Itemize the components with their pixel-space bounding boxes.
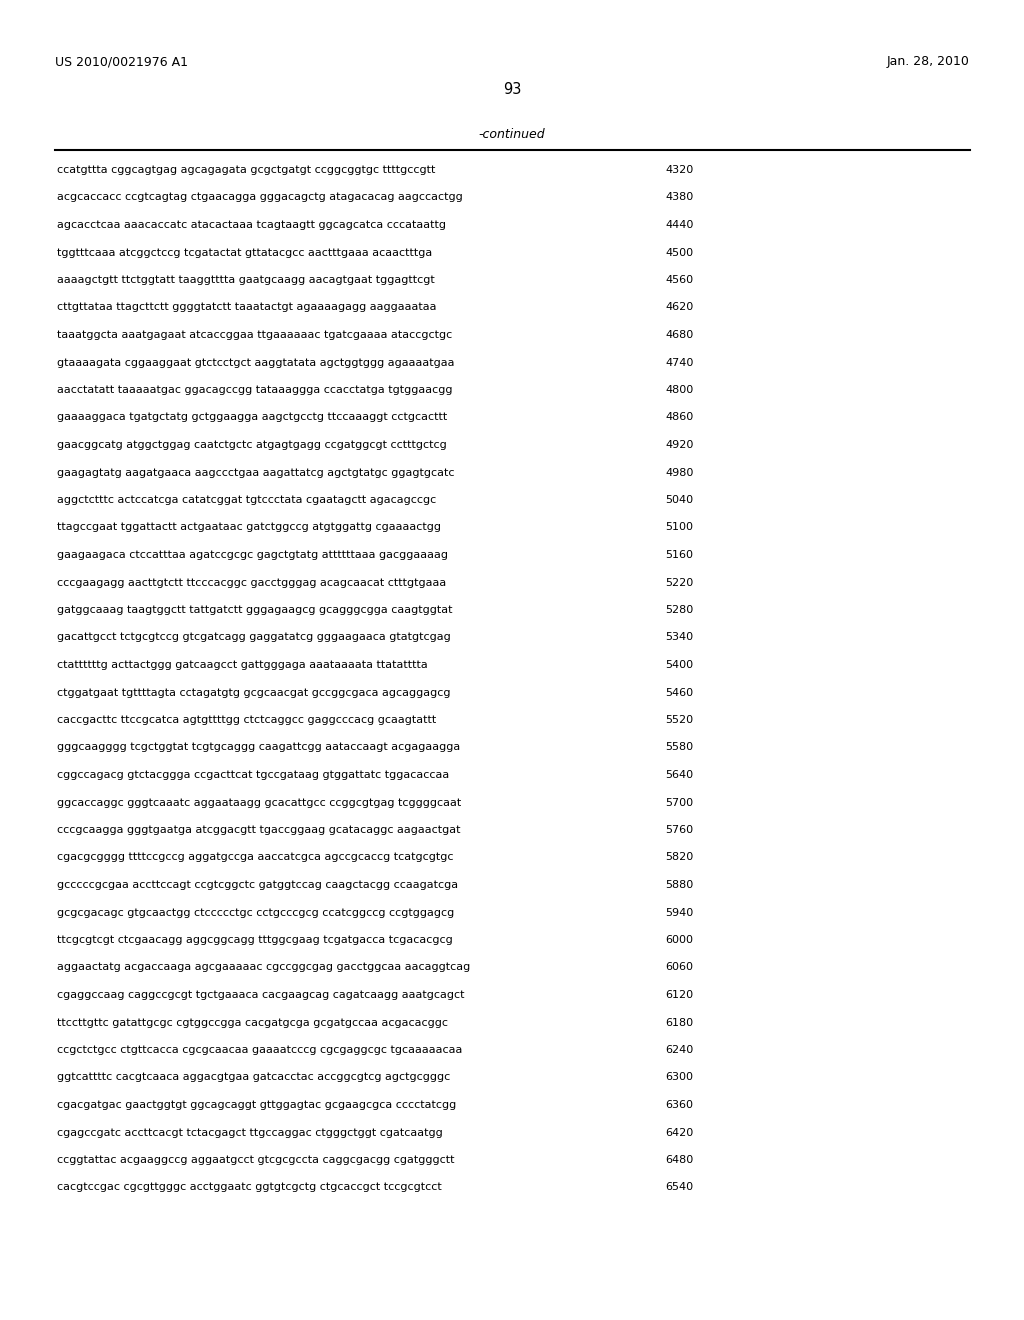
Text: 5520: 5520 — [665, 715, 693, 725]
Text: cggccagacg gtctacggga ccgacttcat tgccgataag gtggattatc tggacaccaa: cggccagacg gtctacggga ccgacttcat tgccgat… — [57, 770, 450, 780]
Text: Jan. 28, 2010: Jan. 28, 2010 — [887, 55, 970, 69]
Text: tggtttcaaa atcggctccg tcgatactat gttatacgcc aactttgaaa acaactttga: tggtttcaaa atcggctccg tcgatactat gttatac… — [57, 248, 432, 257]
Text: cgaggccaag caggccgcgt tgctgaaaca cacgaagcag cagatcaagg aaatgcagct: cgaggccaag caggccgcgt tgctgaaaca cacgaag… — [57, 990, 465, 1001]
Text: cgagccgatc accttcacgt tctacgagct ttgccaggac ctgggctggt cgatcaatgg: cgagccgatc accttcacgt tctacgagct ttgccag… — [57, 1127, 442, 1138]
Text: 5940: 5940 — [665, 908, 693, 917]
Text: ccatgttta cggcagtgag agcagagata gcgctgatgt ccggcggtgc ttttgccgtt: ccatgttta cggcagtgag agcagagata gcgctgat… — [57, 165, 435, 176]
Text: US 2010/0021976 A1: US 2010/0021976 A1 — [55, 55, 188, 69]
Text: gtaaaagata cggaaggaat gtctcctgct aaggtatata agctggtggg agaaaatgaa: gtaaaagata cggaaggaat gtctcctgct aaggtat… — [57, 358, 455, 367]
Text: ttccttgttc gatattgcgc cgtggccgga cacgatgcga gcgatgccaa acgacacggc: ttccttgttc gatattgcgc cgtggccgga cacgatg… — [57, 1018, 449, 1027]
Text: gacattgcct tctgcgtccg gtcgatcagg gaggatatcg gggaagaaca gtatgtcgag: gacattgcct tctgcgtccg gtcgatcagg gaggata… — [57, 632, 451, 643]
Text: ttagccgaat tggattactt actgaataac gatctggccg atgtggattg cgaaaactgg: ttagccgaat tggattactt actgaataac gatctgg… — [57, 523, 441, 532]
Text: cttgttataa ttagcttctt ggggtatctt taaatactgt agaaaagagg aaggaaataa: cttgttataa ttagcttctt ggggtatctt taaatac… — [57, 302, 436, 313]
Text: 5040: 5040 — [665, 495, 693, 506]
Text: gaagaagaca ctccatttaa agatccgcgc gagctgtatg attttttaaa gacggaaaag: gaagaagaca ctccatttaa agatccgcgc gagctgt… — [57, 550, 449, 560]
Text: 4920: 4920 — [665, 440, 693, 450]
Text: agcacctcaa aaacaccatc atacactaaa tcagtaagtt ggcagcatca cccataattg: agcacctcaa aaacaccatc atacactaaa tcagtaa… — [57, 220, 446, 230]
Text: 93: 93 — [503, 82, 521, 98]
Text: gcgcgacagc gtgcaactgg ctccccctgc cctgcccgcg ccatcggccg ccgtggagcg: gcgcgacagc gtgcaactgg ctccccctgc cctgccc… — [57, 908, 455, 917]
Text: 5460: 5460 — [665, 688, 693, 697]
Text: 5640: 5640 — [665, 770, 693, 780]
Text: -continued: -continued — [478, 128, 546, 141]
Text: ccgctctgcc ctgttcacca cgcgcaacaa gaaaatcccg cgcgaggcgc tgcaaaaacaa: ccgctctgcc ctgttcacca cgcgcaacaa gaaaatc… — [57, 1045, 463, 1055]
Text: cccgaagagg aacttgtctt ttcccacggc gacctgggag acagcaacat ctttgtgaaa: cccgaagagg aacttgtctt ttcccacggc gacctgg… — [57, 578, 446, 587]
Text: 4560: 4560 — [665, 275, 693, 285]
Text: gcccccgcgaa accttccagt ccgtcggctc gatggtccag caagctacgg ccaagatcga: gcccccgcgaa accttccagt ccgtcggctc gatggt… — [57, 880, 458, 890]
Text: 6000: 6000 — [665, 935, 693, 945]
Text: aaaagctgtt ttctggtatt taaggtttta gaatgcaagg aacagtgaat tggagttcgt: aaaagctgtt ttctggtatt taaggtttta gaatgca… — [57, 275, 435, 285]
Text: 4980: 4980 — [665, 467, 693, 478]
Text: gaaaaggaca tgatgctatg gctggaagga aagctgcctg ttccaaaggt cctgcacttt: gaaaaggaca tgatgctatg gctggaagga aagctgc… — [57, 412, 447, 422]
Text: cacgtccgac cgcgttgggc acctggaatc ggtgtcgctg ctgcaccgct tccgcgtcct: cacgtccgac cgcgttgggc acctggaatc ggtgtcg… — [57, 1183, 441, 1192]
Text: 5760: 5760 — [665, 825, 693, 836]
Text: 6180: 6180 — [665, 1018, 693, 1027]
Text: 6060: 6060 — [665, 962, 693, 973]
Text: 4320: 4320 — [665, 165, 693, 176]
Text: taaatggcta aaatgagaat atcaccggaa ttgaaaaaac tgatcgaaaa ataccgctgc: taaatggcta aaatgagaat atcaccggaa ttgaaaa… — [57, 330, 453, 341]
Text: gaacggcatg atggctggag caatctgctc atgagtgagg ccgatggcgt cctttgctcg: gaacggcatg atggctggag caatctgctc atgagtg… — [57, 440, 446, 450]
Text: 4860: 4860 — [665, 412, 693, 422]
Text: 6360: 6360 — [665, 1100, 693, 1110]
Text: gatggcaaag taagtggctt tattgatctt gggagaagcg gcagggcgga caagtggtat: gatggcaaag taagtggctt tattgatctt gggagaa… — [57, 605, 453, 615]
Text: acgcaccacc ccgtcagtag ctgaacagga gggacagctg atagacacag aagccactgg: acgcaccacc ccgtcagtag ctgaacagga gggacag… — [57, 193, 463, 202]
Text: 6540: 6540 — [665, 1183, 693, 1192]
Text: ttcgcgtcgt ctcgaacagg aggcggcagg tttggcgaag tcgatgacca tcgacacgcg: ttcgcgtcgt ctcgaacagg aggcggcagg tttggcg… — [57, 935, 453, 945]
Text: 4740: 4740 — [665, 358, 693, 367]
Text: 5700: 5700 — [665, 797, 693, 808]
Text: ggtcattttc cacgtcaaca aggacgtgaa gatcacctac accggcgtcg agctgcgggc: ggtcattttc cacgtcaaca aggacgtgaa gatcacc… — [57, 1072, 451, 1082]
Text: ctattttttg acttactggg gatcaagcct gattgggaga aaataaaata ttatatttta: ctattttttg acttactggg gatcaagcct gattggg… — [57, 660, 428, 671]
Text: aggctctttc actccatcga catatcggat tgtccctata cgaatagctt agacagccgc: aggctctttc actccatcga catatcggat tgtccct… — [57, 495, 436, 506]
Text: 6480: 6480 — [665, 1155, 693, 1166]
Text: 5880: 5880 — [665, 880, 693, 890]
Text: 5340: 5340 — [665, 632, 693, 643]
Text: 5160: 5160 — [665, 550, 693, 560]
Text: gggcaagggg tcgctggtat tcgtgcaggg caagattcgg aataccaagt acgagaagga: gggcaagggg tcgctggtat tcgtgcaggg caagatt… — [57, 742, 460, 752]
Text: gaagagtatg aagatgaaca aagccctgaa aagattatcg agctgtatgc ggagtgcatc: gaagagtatg aagatgaaca aagccctgaa aagatta… — [57, 467, 455, 478]
Text: ccggtattac acgaaggccg aggaatgcct gtcgcgccta caggcgacgg cgatgggctt: ccggtattac acgaaggccg aggaatgcct gtcgcgc… — [57, 1155, 455, 1166]
Text: 5580: 5580 — [665, 742, 693, 752]
Text: 4440: 4440 — [665, 220, 693, 230]
Text: 5400: 5400 — [665, 660, 693, 671]
Text: aggaactatg acgaccaaga agcgaaaaac cgccggcgag gacctggcaa aacaggtcag: aggaactatg acgaccaaga agcgaaaaac cgccggc… — [57, 962, 470, 973]
Text: 4620: 4620 — [665, 302, 693, 313]
Text: 6240: 6240 — [665, 1045, 693, 1055]
Text: ctggatgaat tgttttagta cctagatgtg gcgcaacgat gccggcgaca agcaggagcg: ctggatgaat tgttttagta cctagatgtg gcgcaac… — [57, 688, 451, 697]
Text: 6300: 6300 — [665, 1072, 693, 1082]
Text: 5280: 5280 — [665, 605, 693, 615]
Text: 5220: 5220 — [665, 578, 693, 587]
Text: ggcaccaggc gggtcaaatc aggaataagg gcacattgcc ccggcgtgag tcggggcaat: ggcaccaggc gggtcaaatc aggaataagg gcacatt… — [57, 797, 461, 808]
Text: 4800: 4800 — [665, 385, 693, 395]
Text: 5100: 5100 — [665, 523, 693, 532]
Text: cgacgcgggg ttttccgccg aggatgccga aaccatcgca agccgcaccg tcatgcgtgc: cgacgcgggg ttttccgccg aggatgccga aaccatc… — [57, 853, 454, 862]
Text: 4380: 4380 — [665, 193, 693, 202]
Text: caccgacttc ttccgcatca agtgttttgg ctctcaggcc gaggcccacg gcaagtattt: caccgacttc ttccgcatca agtgttttgg ctctcag… — [57, 715, 436, 725]
Text: aacctatatt taaaaatgac ggacagccgg tataaaggga ccacctatga tgtggaacgg: aacctatatt taaaaatgac ggacagccgg tataaag… — [57, 385, 453, 395]
Text: 4680: 4680 — [665, 330, 693, 341]
Text: cccgcaagga gggtgaatga atcggacgtt tgaccggaag gcatacaggc aagaactgat: cccgcaagga gggtgaatga atcggacgtt tgaccgg… — [57, 825, 461, 836]
Text: cgacgatgac gaactggtgt ggcagcaggt gttggagtac gcgaagcgca cccctatcgg: cgacgatgac gaactggtgt ggcagcaggt gttggag… — [57, 1100, 457, 1110]
Text: 6420: 6420 — [665, 1127, 693, 1138]
Text: 6120: 6120 — [665, 990, 693, 1001]
Text: 5820: 5820 — [665, 853, 693, 862]
Text: 4500: 4500 — [665, 248, 693, 257]
